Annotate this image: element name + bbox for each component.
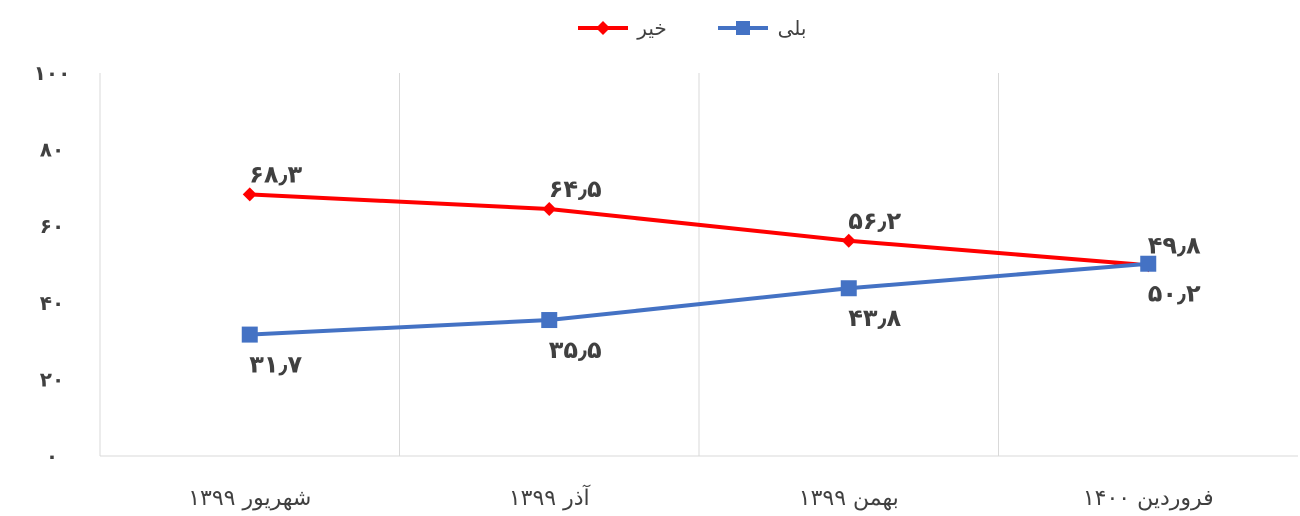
data-label: ۴۳٫۸ xyxy=(848,304,901,332)
x-tick-label: بهمن ۱۳۹۹ xyxy=(799,486,899,511)
legend-marker xyxy=(736,21,750,35)
data-point-marker xyxy=(841,233,856,248)
x-tick-label: آذر ۱۳۹۹ xyxy=(509,484,591,511)
data-point-marker xyxy=(241,326,258,343)
legend-marker xyxy=(596,21,610,35)
data-label: ۳۵٫۵ xyxy=(549,336,602,364)
data-label: ۵۰٫۲ xyxy=(1148,280,1201,308)
y-tick-label: ۱۰۰ xyxy=(34,61,71,85)
y-tick-label: ۲۰ xyxy=(40,367,64,391)
data-label: ۶۸٫۳ xyxy=(249,160,302,188)
data-point-marker xyxy=(1140,255,1157,272)
data-label: ۳۱٫۷ xyxy=(249,351,302,379)
legend-label: خیر xyxy=(636,16,666,40)
data-label: ۶۴٫۵ xyxy=(549,175,602,203)
data-label: ۴۹٫۸ xyxy=(1148,231,1201,259)
y-tick-label: ۸۰ xyxy=(40,138,64,162)
legend-label: بلی xyxy=(778,16,807,40)
data-point-marker xyxy=(542,201,557,216)
data-point-marker xyxy=(840,280,857,297)
series-line-yes xyxy=(249,261,1149,337)
y-tick-label: ۶۰ xyxy=(40,214,64,238)
data-point-marker xyxy=(242,187,257,202)
x-tick-label: فروردین ۱۴۰۰ xyxy=(1083,486,1214,511)
data-point-marker xyxy=(541,312,558,329)
series-line-no xyxy=(249,192,1149,268)
y-tick-label: ۴۰ xyxy=(40,291,64,315)
data-label: ۵۶٫۲ xyxy=(848,207,901,235)
y-tick-label: ۰ xyxy=(46,444,58,468)
x-tick-label: شهریور ۱۳۹۹ xyxy=(188,486,311,511)
